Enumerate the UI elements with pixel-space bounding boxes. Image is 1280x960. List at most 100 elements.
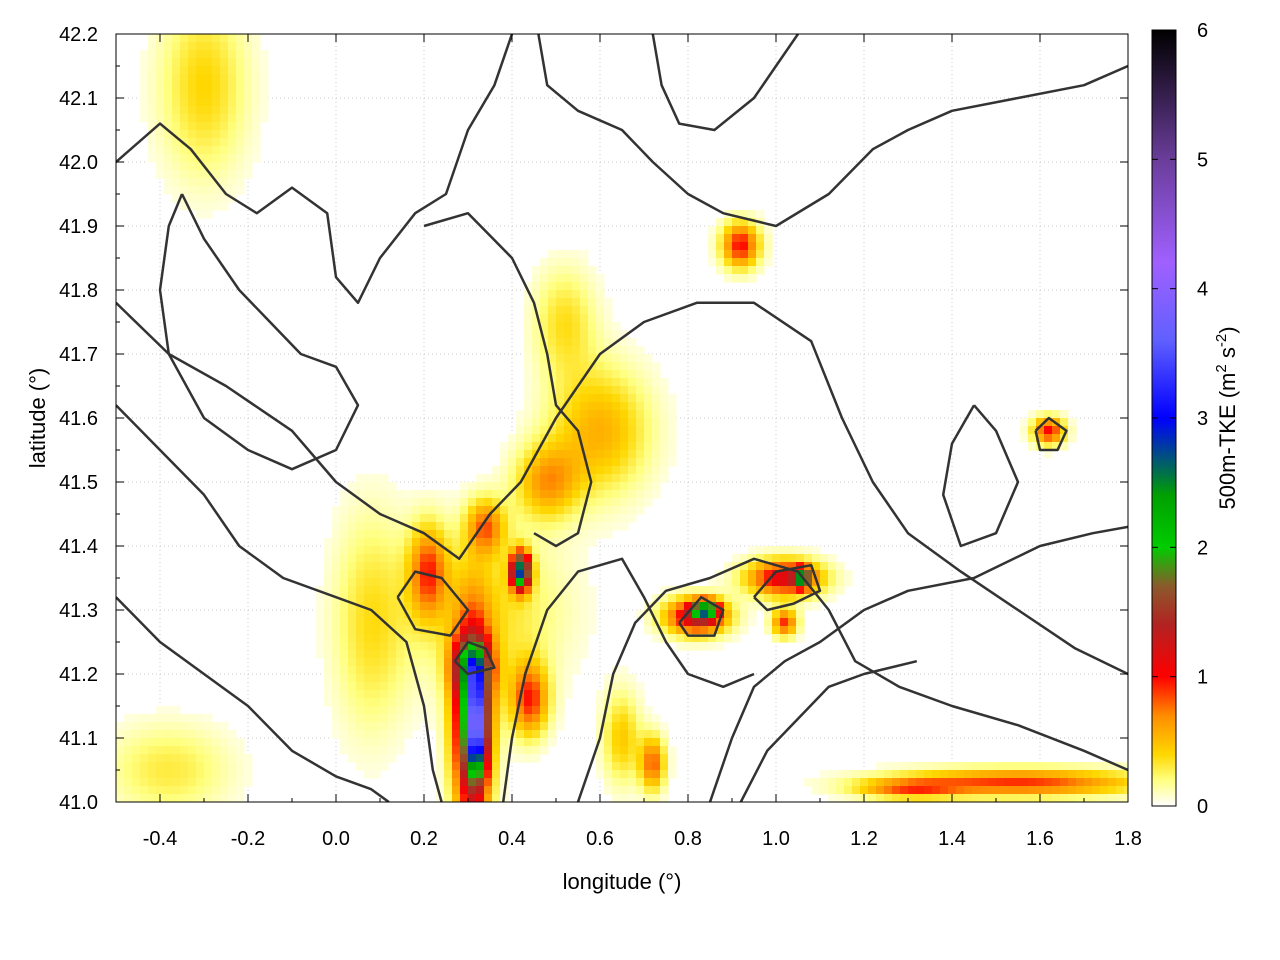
- heatmap-cell: [428, 586, 437, 595]
- heatmap-cell: [580, 546, 589, 555]
- heatmap-cell: [532, 498, 541, 507]
- heatmap-cell: [132, 778, 141, 787]
- heatmap-cell: [340, 610, 349, 619]
- heatmap-cell: [548, 394, 557, 403]
- heatmap-cell: [1012, 794, 1021, 802]
- heatmap-cell: [372, 674, 381, 683]
- heatmap-cell: [188, 130, 197, 139]
- heatmap-cell: [428, 570, 437, 579]
- heatmap-cell: [580, 434, 589, 443]
- heatmap-cell: [236, 66, 245, 75]
- heatmap-cell: [404, 626, 413, 635]
- heatmap-cell: [572, 346, 581, 355]
- heatmap-cell: [324, 538, 333, 547]
- heatmap-cell: [524, 730, 533, 739]
- y-tick-label: 42.0: [59, 152, 98, 174]
- heatmap-cell: [188, 194, 197, 203]
- heatmap-cell: [244, 106, 253, 115]
- heatmap-cell: [788, 618, 797, 627]
- heatmap-cell: [1052, 762, 1061, 771]
- heatmap-cell: [404, 530, 413, 539]
- heatmap-cell: [188, 738, 197, 747]
- heatmap-cell: [180, 746, 189, 755]
- heatmap-cell: [724, 594, 733, 603]
- heatmap-cell: [156, 90, 165, 99]
- heatmap-cell: [188, 74, 197, 83]
- heatmap-cell: [372, 618, 381, 627]
- heatmap-cell: [348, 730, 357, 739]
- heatmap-cell: [356, 562, 365, 571]
- heatmap-cell: [1068, 418, 1077, 427]
- heatmap-cell: [340, 602, 349, 611]
- heatmap-cell: [156, 162, 165, 171]
- heatmap-cell: [636, 418, 645, 427]
- heatmap-cell: [1020, 426, 1029, 435]
- heatmap-cell: [756, 234, 765, 243]
- heatmap-cell: [396, 594, 405, 603]
- heatmap-cell: [428, 602, 437, 611]
- heatmap-cell: [140, 106, 149, 115]
- heatmap-cell: [612, 754, 621, 763]
- heatmap-cell: [740, 266, 749, 275]
- heatmap-cell: [340, 690, 349, 699]
- heatmap-cell: [324, 618, 333, 627]
- heatmap-cell: [372, 754, 381, 763]
- heatmap-cell: [1068, 762, 1077, 771]
- heatmap-cell: [436, 626, 445, 635]
- heatmap-cell: [348, 738, 357, 747]
- heatmap-cell: [148, 130, 157, 139]
- heatmap-cell: [620, 362, 629, 371]
- heatmap-cell: [612, 458, 621, 467]
- heatmap-cell: [196, 122, 205, 131]
- heatmap-cell: [252, 58, 261, 67]
- heatmap-cell: [444, 666, 453, 675]
- heatmap-cell: [596, 706, 605, 715]
- heatmap-cell: [828, 770, 837, 779]
- heatmap-cell: [620, 394, 629, 403]
- heatmap-cell: [492, 690, 501, 699]
- heatmap-cell: [580, 514, 589, 523]
- heatmap-cell: [396, 538, 405, 547]
- heatmap-cell: [612, 394, 621, 403]
- heatmap-cell: [396, 626, 405, 635]
- heatmap-cell: [532, 474, 541, 483]
- heatmap-cell: [612, 442, 621, 451]
- heatmap-cell: [428, 554, 437, 563]
- heatmap-cell: [564, 490, 573, 499]
- heatmap-cell: [780, 634, 789, 643]
- heatmap-cell: [660, 778, 669, 787]
- heatmap-cell: [756, 554, 765, 563]
- heatmap-cell: [612, 698, 621, 707]
- heatmap-cell: [540, 714, 549, 723]
- heatmap-cell: [780, 594, 789, 603]
- heatmap-cell: [636, 458, 645, 467]
- heatmap-cell: [412, 666, 421, 675]
- heatmap-cell: [412, 682, 421, 691]
- heatmap-cell: [556, 706, 565, 715]
- heatmap-cell: [556, 346, 565, 355]
- heatmap-cell: [924, 762, 933, 771]
- heatmap-cell: [236, 186, 245, 195]
- heatmap-cell: [148, 74, 157, 83]
- heatmap-cell: [380, 738, 389, 747]
- heatmap-cell: [164, 778, 173, 787]
- heatmap-cell: [548, 474, 557, 483]
- heatmap-cell: [644, 442, 653, 451]
- heatmap-cell: [508, 554, 517, 563]
- heatmap-cell: [604, 682, 613, 691]
- heatmap-cell: [580, 490, 589, 499]
- heatmap-cell: [444, 642, 453, 651]
- heatmap-cell: [188, 154, 197, 163]
- heatmap-cell: [220, 82, 229, 91]
- heatmap-cell: [340, 746, 349, 755]
- heatmap-cell: [572, 330, 581, 339]
- heatmap-cell: [556, 402, 565, 411]
- heatmap-cell: [356, 658, 365, 667]
- heatmap-cell: [412, 642, 421, 651]
- heatmap-cell: [788, 546, 797, 555]
- heatmap-cell: [364, 770, 373, 779]
- heatmap-cell: [140, 754, 149, 763]
- heatmap-cell: [492, 714, 501, 723]
- heatmap-cell: [564, 298, 573, 307]
- heatmap-cell: [348, 538, 357, 547]
